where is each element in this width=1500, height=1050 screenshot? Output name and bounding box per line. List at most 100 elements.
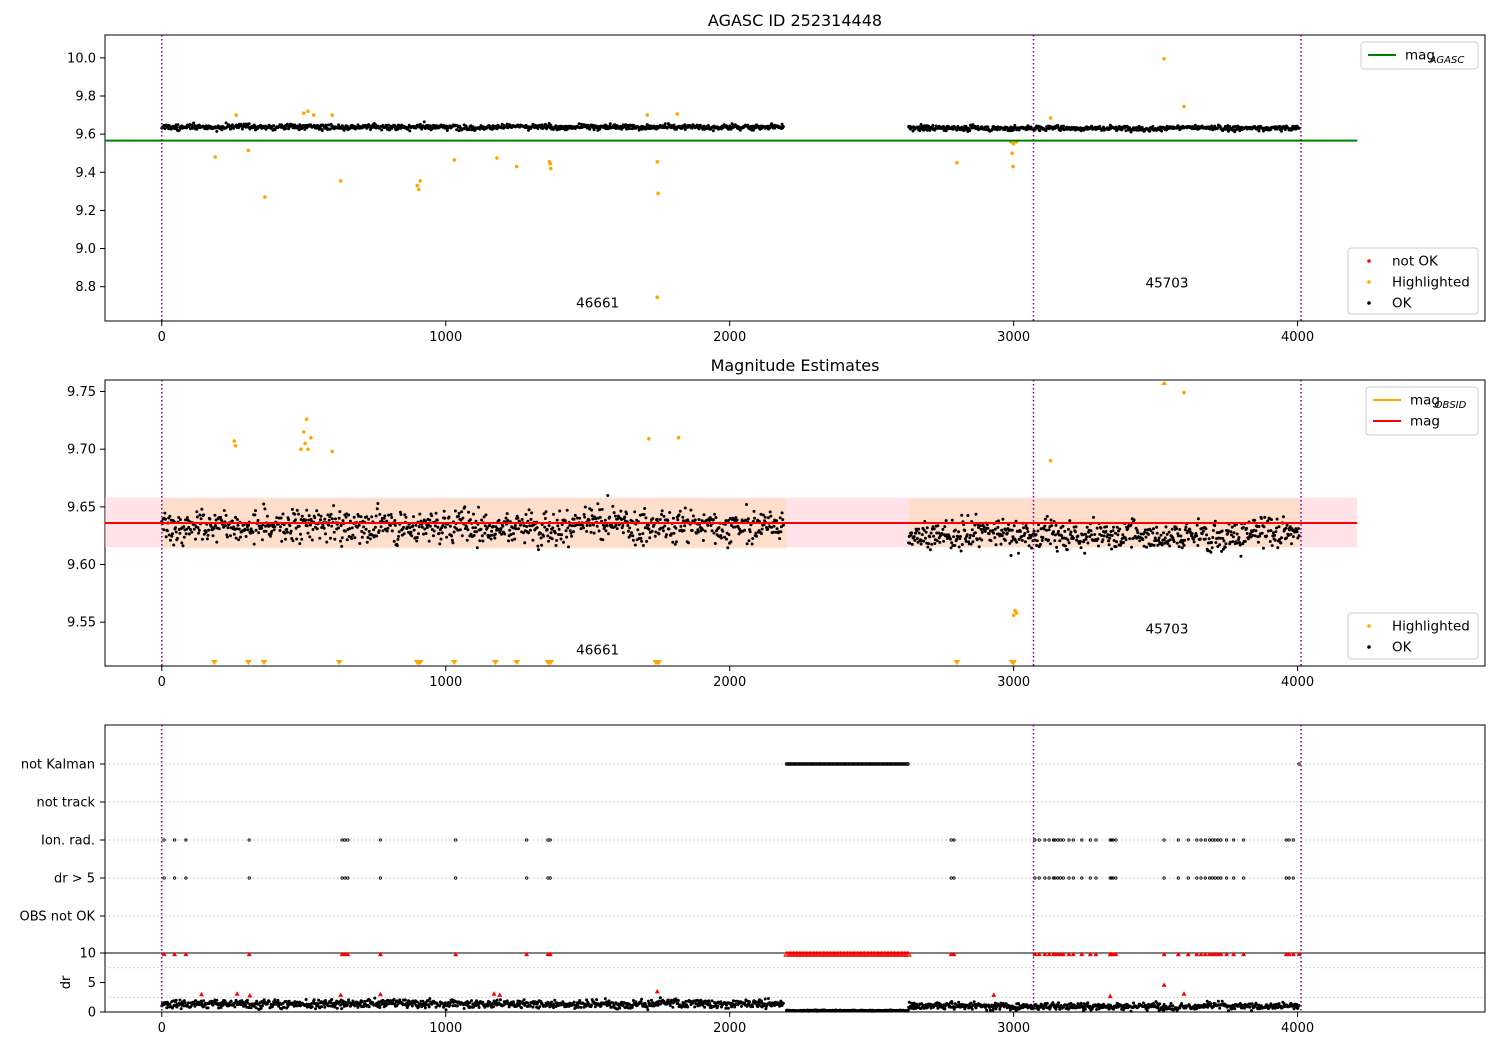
p1-ok-point xyxy=(229,127,232,131)
p2-ok-point xyxy=(710,529,714,533)
p2-ok-point xyxy=(1116,533,1120,537)
flag-marker xyxy=(173,838,177,842)
p2-ytick-label: 9.60 xyxy=(67,558,96,573)
p4-ok-point xyxy=(245,998,249,1002)
p2-ok-point xyxy=(600,507,604,511)
p2-ok-point xyxy=(522,531,525,535)
p4-ok-point xyxy=(658,996,662,1000)
p2-ok-point xyxy=(1069,530,1073,534)
p2-ok-point xyxy=(402,532,406,536)
p2-ok-point xyxy=(375,507,379,511)
panel2-title: Magnitude Estimates xyxy=(711,356,880,375)
p2-ok-point xyxy=(463,505,467,509)
p1-highlighted-point xyxy=(306,109,310,114)
p2-ok-point xyxy=(690,529,694,532)
p2-ok-point xyxy=(766,527,770,531)
p2-ok-point xyxy=(208,517,212,521)
p2-ok-point xyxy=(546,534,550,538)
p2-ok-point xyxy=(763,515,767,519)
p4-ok-point xyxy=(1008,1008,1012,1012)
p2-ok-point xyxy=(671,540,675,544)
p2-ok-point xyxy=(370,515,374,519)
p1-ok-point xyxy=(990,127,994,131)
flag-marker xyxy=(1114,876,1118,880)
p2-highlighted-point xyxy=(233,443,238,448)
p2-ok-point xyxy=(409,530,413,534)
p2-ok-point xyxy=(1114,545,1118,549)
p2-ok-point xyxy=(1111,529,1115,533)
p2-ok-point xyxy=(912,535,916,539)
p2-ok-point xyxy=(1002,531,1005,535)
p1-highlighted-point xyxy=(1182,104,1186,109)
p2-ok-point xyxy=(1054,523,1058,527)
p2-ok-point xyxy=(311,528,315,531)
p4-ok-point xyxy=(417,1005,420,1009)
p2-ok-point xyxy=(557,527,561,531)
p2-ok-point xyxy=(480,534,484,538)
p2-highlighted-point xyxy=(299,447,303,452)
flag-marker xyxy=(1071,838,1075,842)
flag-marker xyxy=(1094,876,1098,880)
p2-ok-point xyxy=(520,517,524,521)
p2-ok-point xyxy=(1164,525,1168,529)
p2-ok-point xyxy=(493,532,497,536)
p4-ok-point xyxy=(428,997,432,1001)
flag-marker xyxy=(184,838,188,842)
p2-ok-point xyxy=(734,516,738,520)
p1-ok-point xyxy=(928,128,932,132)
p4-ok-point xyxy=(764,1007,768,1011)
p2-ok-point xyxy=(284,537,287,541)
p2-ok-point xyxy=(1221,547,1225,551)
p2-ok-point xyxy=(582,513,586,516)
p2-ok-point xyxy=(428,524,432,528)
p4-ok-point xyxy=(498,998,502,1002)
p2-ok-point xyxy=(1083,532,1087,536)
flag-marker xyxy=(1291,838,1295,842)
p2-ok-point xyxy=(761,513,765,517)
p2-ok-point xyxy=(1076,534,1080,538)
p1-highlighted-point xyxy=(1162,57,1166,61)
p2-ok-point xyxy=(488,534,492,537)
p4-ok-point xyxy=(234,998,238,1002)
p2-ok-point xyxy=(493,536,497,540)
p2-ok-point xyxy=(485,526,489,530)
p4-ok-point xyxy=(520,1006,524,1010)
p2-ok-point xyxy=(1061,524,1065,528)
p2-ok-point xyxy=(1101,538,1105,542)
p2-ok-point xyxy=(1159,533,1163,537)
p2-ok-point xyxy=(197,528,201,532)
p4-ok-point xyxy=(360,1000,364,1004)
p2-ok-point xyxy=(337,516,341,520)
p2-ok-point xyxy=(620,518,624,521)
p2-ok-point xyxy=(910,531,914,535)
p2-ok-point xyxy=(162,528,166,532)
p2-ok-point xyxy=(507,539,510,543)
p2-highlighted-point xyxy=(330,449,335,454)
p2-ok-point xyxy=(1041,536,1045,539)
p2-ok-point xyxy=(174,530,178,534)
p2-ok-point xyxy=(220,519,224,523)
p2-ok-point xyxy=(770,525,773,529)
p2-ok-point xyxy=(235,527,239,531)
p2-ok-point xyxy=(747,539,751,543)
p1-highlighted-point xyxy=(675,112,679,116)
p2-ok-point xyxy=(1055,549,1059,553)
p1-highlighted-point xyxy=(655,160,660,164)
p2-highlighted-point xyxy=(647,437,651,441)
p1-highlighted-point xyxy=(234,113,238,117)
p2-ok-point xyxy=(512,532,515,536)
p1-ok-point xyxy=(1038,129,1042,133)
p2-ok-point xyxy=(513,537,517,541)
p2-ok-point xyxy=(938,540,942,544)
p2-ok-point xyxy=(1113,531,1117,535)
flag-marker xyxy=(905,762,909,766)
p2-ok-point xyxy=(660,509,664,513)
p2-ok-point xyxy=(987,532,991,536)
p2-ok-point xyxy=(264,524,267,528)
p2-ok-point xyxy=(963,537,967,541)
p2-ok-point xyxy=(350,537,354,541)
p4-ok-point xyxy=(438,1004,442,1008)
p1-ok-point xyxy=(711,129,715,133)
p1-ok-point xyxy=(586,123,590,127)
p2-ok-point xyxy=(253,513,257,517)
